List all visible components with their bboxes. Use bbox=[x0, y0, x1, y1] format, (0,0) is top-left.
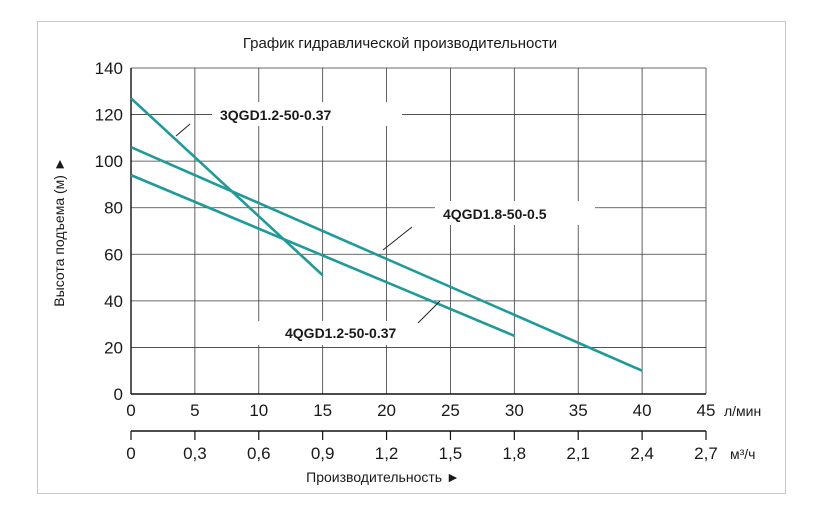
x-tick-label: 35 bbox=[569, 401, 588, 420]
series-line bbox=[130, 97, 324, 277]
x-tick-label: 15 bbox=[313, 401, 332, 420]
y-tick-label: 120 bbox=[95, 106, 123, 125]
series-label: 4QGD1.8-50-0.5 bbox=[443, 206, 547, 222]
x-unit-label: л/мин bbox=[724, 403, 761, 419]
axes: 0 20 40 60 80 100 120 140 0 5 10 15 20 25 30 35 40 45 л/ми… bbox=[95, 59, 762, 463]
x2-tick-label: 1,8 bbox=[503, 444, 527, 463]
series-leader-line bbox=[417, 300, 441, 324]
x-tick-label: 20 bbox=[377, 401, 396, 420]
series-line bbox=[130, 173, 515, 337]
series-label-background bbox=[435, 201, 595, 225]
y-tick-label: 100 bbox=[95, 152, 123, 171]
x2-unit-label: м³/ч bbox=[730, 446, 755, 462]
x2-tick-label: 0,9 bbox=[311, 444, 335, 463]
y-tick-label: 0 bbox=[114, 385, 123, 404]
series-label: 3QGD1.2-50-0.37 bbox=[220, 107, 331, 123]
series-label: 4QGD1.2-50-0.37 bbox=[285, 325, 396, 341]
y-tick-label: 40 bbox=[104, 292, 123, 311]
x2-tick-label: 1,2 bbox=[375, 444, 399, 463]
x-tick-label: 30 bbox=[505, 401, 524, 420]
series-line bbox=[130, 145, 643, 372]
y-tick-label: 20 bbox=[104, 338, 123, 357]
series-labels: 3QGD1.2-50-0.37 4QGD1.8-50-0.5 4QGD1.2-50-… bbox=[175, 102, 595, 345]
x2-tick-label: 0,3 bbox=[183, 444, 207, 463]
series-lines bbox=[130, 97, 643, 372]
x-tick-label: 25 bbox=[441, 401, 460, 420]
x-tick-label: 0 bbox=[126, 401, 135, 420]
chart-title: График гидравлической производительности bbox=[243, 35, 557, 52]
series-leader-line bbox=[175, 123, 191, 137]
x2-tick-label: 2,7 bbox=[694, 444, 718, 463]
y-axis-label: Высота подъема (м) ► bbox=[51, 157, 67, 306]
x-tick-label: 40 bbox=[633, 401, 652, 420]
series-label-background bbox=[212, 102, 402, 126]
y-tick-label: 140 bbox=[95, 59, 123, 78]
y-tick-label: 60 bbox=[104, 245, 123, 264]
x2-tick-label: 0,6 bbox=[247, 444, 271, 463]
x2-tick-label: 0 bbox=[126, 444, 135, 463]
x-tick-label: 45 bbox=[697, 401, 716, 420]
x2-tick-label: 2,1 bbox=[566, 444, 590, 463]
series-label-background bbox=[253, 321, 437, 345]
x-axis-label: Производительность ► bbox=[306, 469, 460, 485]
x-tick-label: 5 bbox=[190, 401, 199, 420]
y-tick-label: 80 bbox=[104, 199, 123, 218]
series-leader-line bbox=[382, 226, 413, 251]
x2-tick-label: 2,4 bbox=[630, 444, 654, 463]
chart-frame bbox=[37, 21, 786, 494]
x2-tick-label: 1,5 bbox=[439, 444, 463, 463]
x-tick-label: 10 bbox=[249, 401, 268, 420]
